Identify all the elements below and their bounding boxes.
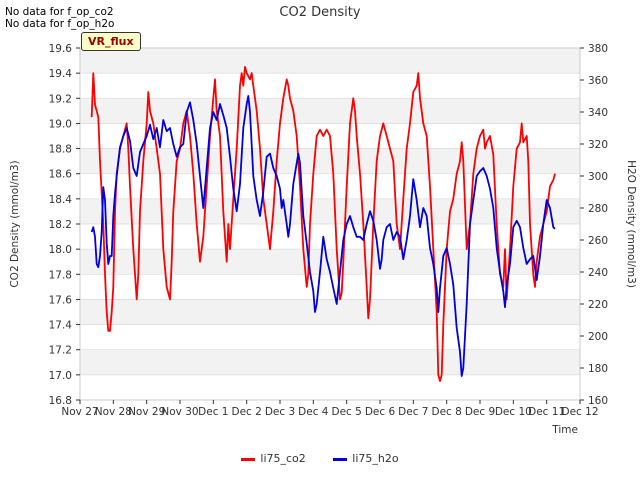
- x-tick-label: Nov 28: [95, 406, 132, 418]
- y-tick-label: 17.4: [49, 320, 73, 332]
- grid-band: [80, 374, 580, 400]
- x-axis-label: Time: [551, 424, 578, 436]
- no-data-message-h2o: No data for f_op_h2o: [5, 18, 115, 30]
- legend-swatch-co2: [241, 457, 256, 461]
- x-tick-label: Dec 4: [298, 406, 329, 418]
- legend-label-h2o: li75_h2o: [352, 452, 399, 465]
- x-tick-label: Nov 27: [61, 406, 98, 418]
- plot-background: [80, 47, 580, 401]
- chart-title: CO2 Density: [279, 5, 360, 20]
- x-tick-label: Dec 1: [198, 406, 228, 418]
- grid-band: [80, 73, 580, 99]
- y-tick-label: 16.8: [49, 395, 72, 407]
- x-tick-label: Dec 8: [431, 406, 461, 418]
- grid-band: [80, 224, 580, 250]
- x-tick-label: Dec 5: [331, 406, 361, 418]
- x-tick-label: Nov 30: [161, 406, 198, 418]
- y2-tick-label: 340: [588, 107, 608, 119]
- y2-tick-label: 360: [588, 75, 608, 87]
- y-tick-label: 17.6: [49, 294, 73, 306]
- y-tick-label: 18.4: [49, 194, 73, 206]
- y-tick-label: 19.4: [49, 68, 73, 80]
- x-tick-label: Dec 6: [365, 406, 396, 418]
- series-line-li75_h2o: [90, 95, 556, 377]
- x-tick-label: Dec 12: [561, 406, 598, 418]
- legend-swatch-h2o: [333, 457, 348, 461]
- y-tick-label: 19.0: [49, 118, 72, 130]
- legend-label-co2: li75_co2: [260, 452, 306, 465]
- y-tick-label: 18.2: [49, 219, 72, 231]
- y2-tick-label: 200: [588, 331, 608, 343]
- x-tick-label: Dec 11: [528, 406, 565, 418]
- x-tick-label: Dec 3: [265, 406, 295, 418]
- y-axis-right: 160 180 200 220 240 260 280 300 320 340 360 380: [580, 43, 608, 407]
- no-data-message-co2: No data for f_op_co2: [5, 6, 114, 18]
- grid-band: [80, 98, 580, 124]
- y-axis-label: CO2 Density (mmol/m3): [9, 160, 21, 287]
- y-tick-label: 17.8: [49, 269, 72, 281]
- grid-band: [80, 274, 580, 300]
- grid-band: [80, 349, 580, 375]
- series-layer: [90, 66, 556, 383]
- y-tick-label: 17.0: [49, 370, 72, 382]
- y2-tick-label: 160: [588, 395, 608, 407]
- x-tick-label: Nov 29: [128, 406, 165, 418]
- y2-tick-label: 320: [588, 139, 608, 151]
- legend-item-co2[interactable]: li75_co2: [241, 452, 306, 465]
- y2-tick-label: 260: [588, 235, 608, 247]
- y-axis-left: 16.8 17.0 17.2 17.4 17.6 17.8 18.0 18.2 18.4 18.6…: [49, 43, 80, 407]
- y-tick-label: 17.2: [49, 345, 72, 357]
- grid-band: [80, 148, 580, 174]
- vr-flux-badge: VR_flux: [81, 32, 141, 51]
- grid-band: [80, 324, 580, 350]
- x-tick-label: Dec 7: [398, 406, 428, 418]
- x-tick-label: Dec 10: [495, 406, 532, 418]
- legend: li75_co2 li75_h2o: [0, 452, 640, 465]
- y-tick-label: 18.0: [49, 244, 72, 256]
- grid-band: [80, 299, 580, 325]
- y-tick-label: 18.8: [49, 144, 72, 156]
- y2-tick-label: 380: [588, 43, 608, 55]
- y2-tick-label: 220: [588, 299, 608, 311]
- grid-band: [80, 198, 580, 224]
- legend-item-h2o[interactable]: li75_h2o: [333, 452, 399, 465]
- y2-tick-label: 240: [588, 267, 608, 279]
- y2-tick-label: 280: [588, 203, 608, 215]
- series-line-li75_co2: [90, 66, 556, 383]
- grid-band: [80, 48, 580, 74]
- y-tick-label: 19.2: [49, 93, 72, 105]
- y-tick-label: 19.6: [49, 43, 73, 55]
- y2-axis-label: H2O Density (mmol/m3): [625, 160, 637, 288]
- y2-tick-label: 300: [588, 171, 608, 183]
- x-tick-label: Dec 2: [231, 406, 261, 418]
- x-tick-label: Dec 9: [465, 406, 495, 418]
- y2-tick-label: 180: [588, 363, 608, 375]
- grid-band: [80, 173, 580, 199]
- y-tick-label: 18.6: [49, 169, 73, 181]
